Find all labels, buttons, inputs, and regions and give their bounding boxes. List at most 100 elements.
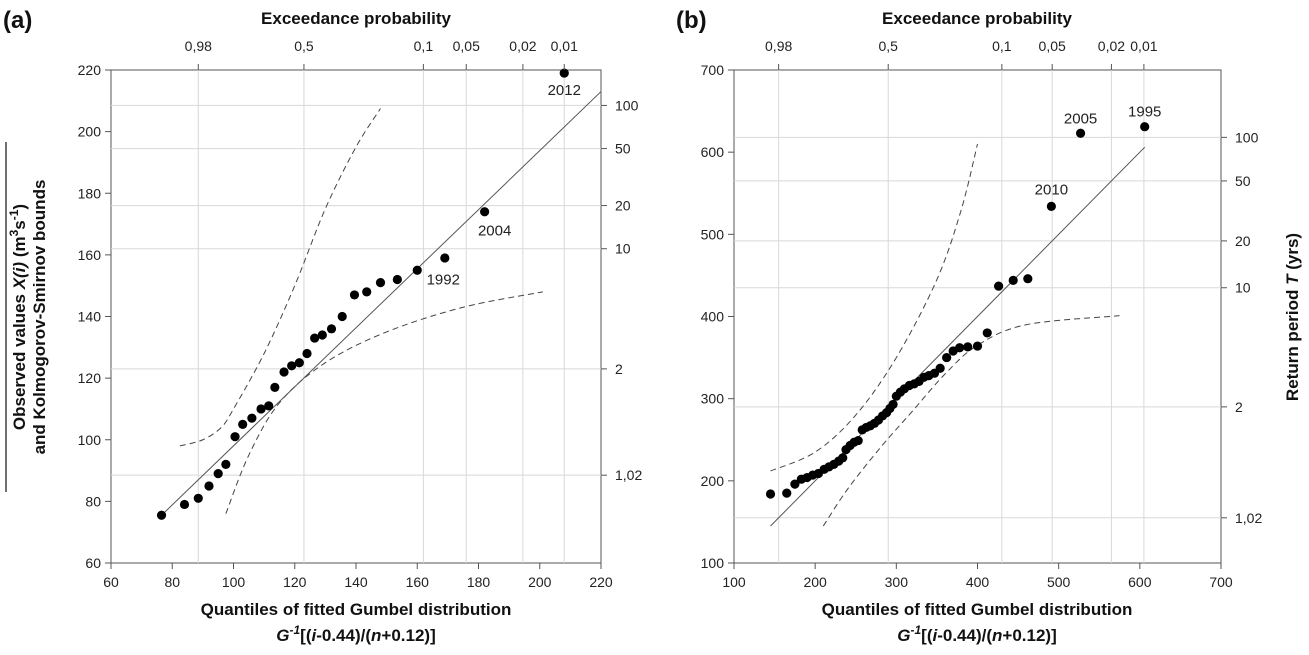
ks-lower-bound — [225, 291, 543, 514]
y-tick-label: 100 — [78, 432, 102, 448]
right-tick-label: 10 — [615, 241, 631, 257]
ks-bounds-b — [770, 143, 1120, 527]
data-point — [193, 493, 203, 503]
data-point — [337, 311, 347, 322]
x-tick-label: 100 — [222, 574, 246, 590]
y-title-a-part: Observed values — [10, 289, 29, 430]
data-point — [287, 361, 297, 371]
data-point — [765, 489, 776, 499]
x-tick-label: 700 — [1209, 574, 1233, 590]
x-tick-label: 100 — [722, 574, 746, 590]
right-tick-label: 2 — [1235, 399, 1243, 415]
annotations-a: 2012 2004 1992 — [427, 82, 581, 288]
y-axis-title-line1: Observed values X(i) (m3s-1) — [7, 204, 29, 430]
annotations-b: 1995 2005 2010 — [1035, 104, 1162, 199]
data-point — [1008, 275, 1018, 285]
year-annotation: 1995 — [1128, 104, 1161, 121]
year-annotation: 2010 — [1035, 181, 1068, 198]
panel-a: 0,98 0,5 0,1 0,05 0,02 0,01 100 50 20 10 2 1,02 60 80… — [3, 7, 642, 645]
y-axis-title-line2: and Kolmogorov-Smirnov bounds — [30, 180, 49, 455]
data-point — [782, 488, 792, 498]
right-tick-label: 20 — [615, 198, 631, 214]
formula-p3: +0.12)] — [1002, 626, 1056, 645]
data-point — [213, 469, 223, 479]
top-tick-label: 0,5 — [294, 38, 314, 54]
x-tick-label: 400 — [966, 574, 990, 590]
y-tick-label: 600 — [701, 144, 725, 160]
data-point — [1023, 274, 1033, 284]
top-tick-label: 0,05 — [1039, 38, 1066, 54]
data-point — [230, 432, 240, 442]
y-tick-label: 160 — [78, 247, 102, 263]
data-point — [221, 459, 231, 469]
top-tick-label: 0,5 — [878, 38, 898, 54]
panel-label-b: (b) — [676, 7, 707, 34]
x-tick-label: 500 — [1047, 574, 1071, 590]
formula-p2: -0.44)/( — [316, 626, 371, 645]
data-point — [238, 419, 248, 429]
data-point — [559, 68, 569, 78]
right-tick-label: 50 — [615, 141, 631, 157]
top-tick-label: 0,05 — [453, 38, 480, 54]
gumbel-fit-line — [161, 91, 602, 516]
return-period-title: Return period T (yrs) — [1283, 233, 1302, 401]
y-tick-label: 700 — [701, 62, 725, 78]
x-tick-label: 60 — [103, 574, 119, 590]
data-point — [302, 348, 312, 359]
y-tick-label: 400 — [701, 309, 725, 325]
x-tick-label: 180 — [467, 574, 491, 590]
formula-n: n — [992, 626, 1002, 645]
y-tick-label: 200 — [78, 124, 102, 140]
data-point — [1075, 128, 1086, 138]
year-annotation: 2004 — [478, 223, 511, 240]
data-point — [375, 278, 386, 288]
data-point — [256, 404, 266, 414]
formula-p2: -0.44)/( — [937, 626, 992, 645]
y-title-mid: s — [10, 220, 29, 229]
fit-line-a — [161, 91, 602, 516]
y-tick-label: 220 — [78, 62, 102, 78]
top-tick-label: 0,98 — [765, 38, 792, 54]
data-points-a — [156, 68, 569, 520]
panel-label-a: (a) — [3, 7, 32, 34]
y-title-x-part: X(i) — [10, 262, 29, 291]
formula-n: n — [371, 626, 381, 645]
data-point — [790, 479, 800, 489]
y-tick-label: 300 — [701, 391, 725, 407]
top-tick-label: 0,1 — [414, 38, 434, 54]
top-tick-label: 0,98 — [185, 38, 212, 54]
top-axis-title-b: Exceedance probability — [882, 9, 1072, 28]
data-point — [392, 274, 402, 285]
formula-i: i — [932, 626, 938, 645]
y-tick-label: 80 — [85, 493, 101, 509]
data-point — [326, 324, 337, 334]
formula-p1: [( — [921, 626, 933, 645]
grid-b — [734, 70, 1221, 563]
data-point — [264, 401, 274, 411]
rp-title-t: T — [1283, 273, 1302, 285]
data-point — [982, 328, 992, 338]
data-point — [972, 341, 983, 351]
data-point — [362, 287, 372, 297]
data-point — [838, 453, 848, 463]
data-point — [317, 330, 327, 340]
data-point — [247, 413, 257, 423]
data-point — [270, 382, 280, 392]
data-point — [179, 499, 190, 510]
y-title-sup2: -1 — [7, 209, 21, 220]
right-axis-title-b: Return period T (yrs) — [1283, 233, 1302, 401]
data-point — [310, 333, 320, 343]
top-tick-label: 0,1 — [992, 38, 1012, 54]
formula-sup: -1 — [289, 623, 300, 637]
top-tick-label: 0,02 — [509, 38, 536, 54]
top-tick-label: 0,01 — [551, 38, 578, 54]
right-tick-label: 1,02 — [615, 467, 642, 483]
x-axis-title-b: Quantiles of fitted Gumbel distribution — [822, 600, 1133, 619]
ks-upper-bound — [179, 108, 381, 447]
data-point — [888, 399, 898, 410]
rp-title-a: Return period — [1283, 285, 1302, 401]
y-title-b-part: (m — [10, 236, 29, 262]
data-point — [279, 367, 289, 377]
